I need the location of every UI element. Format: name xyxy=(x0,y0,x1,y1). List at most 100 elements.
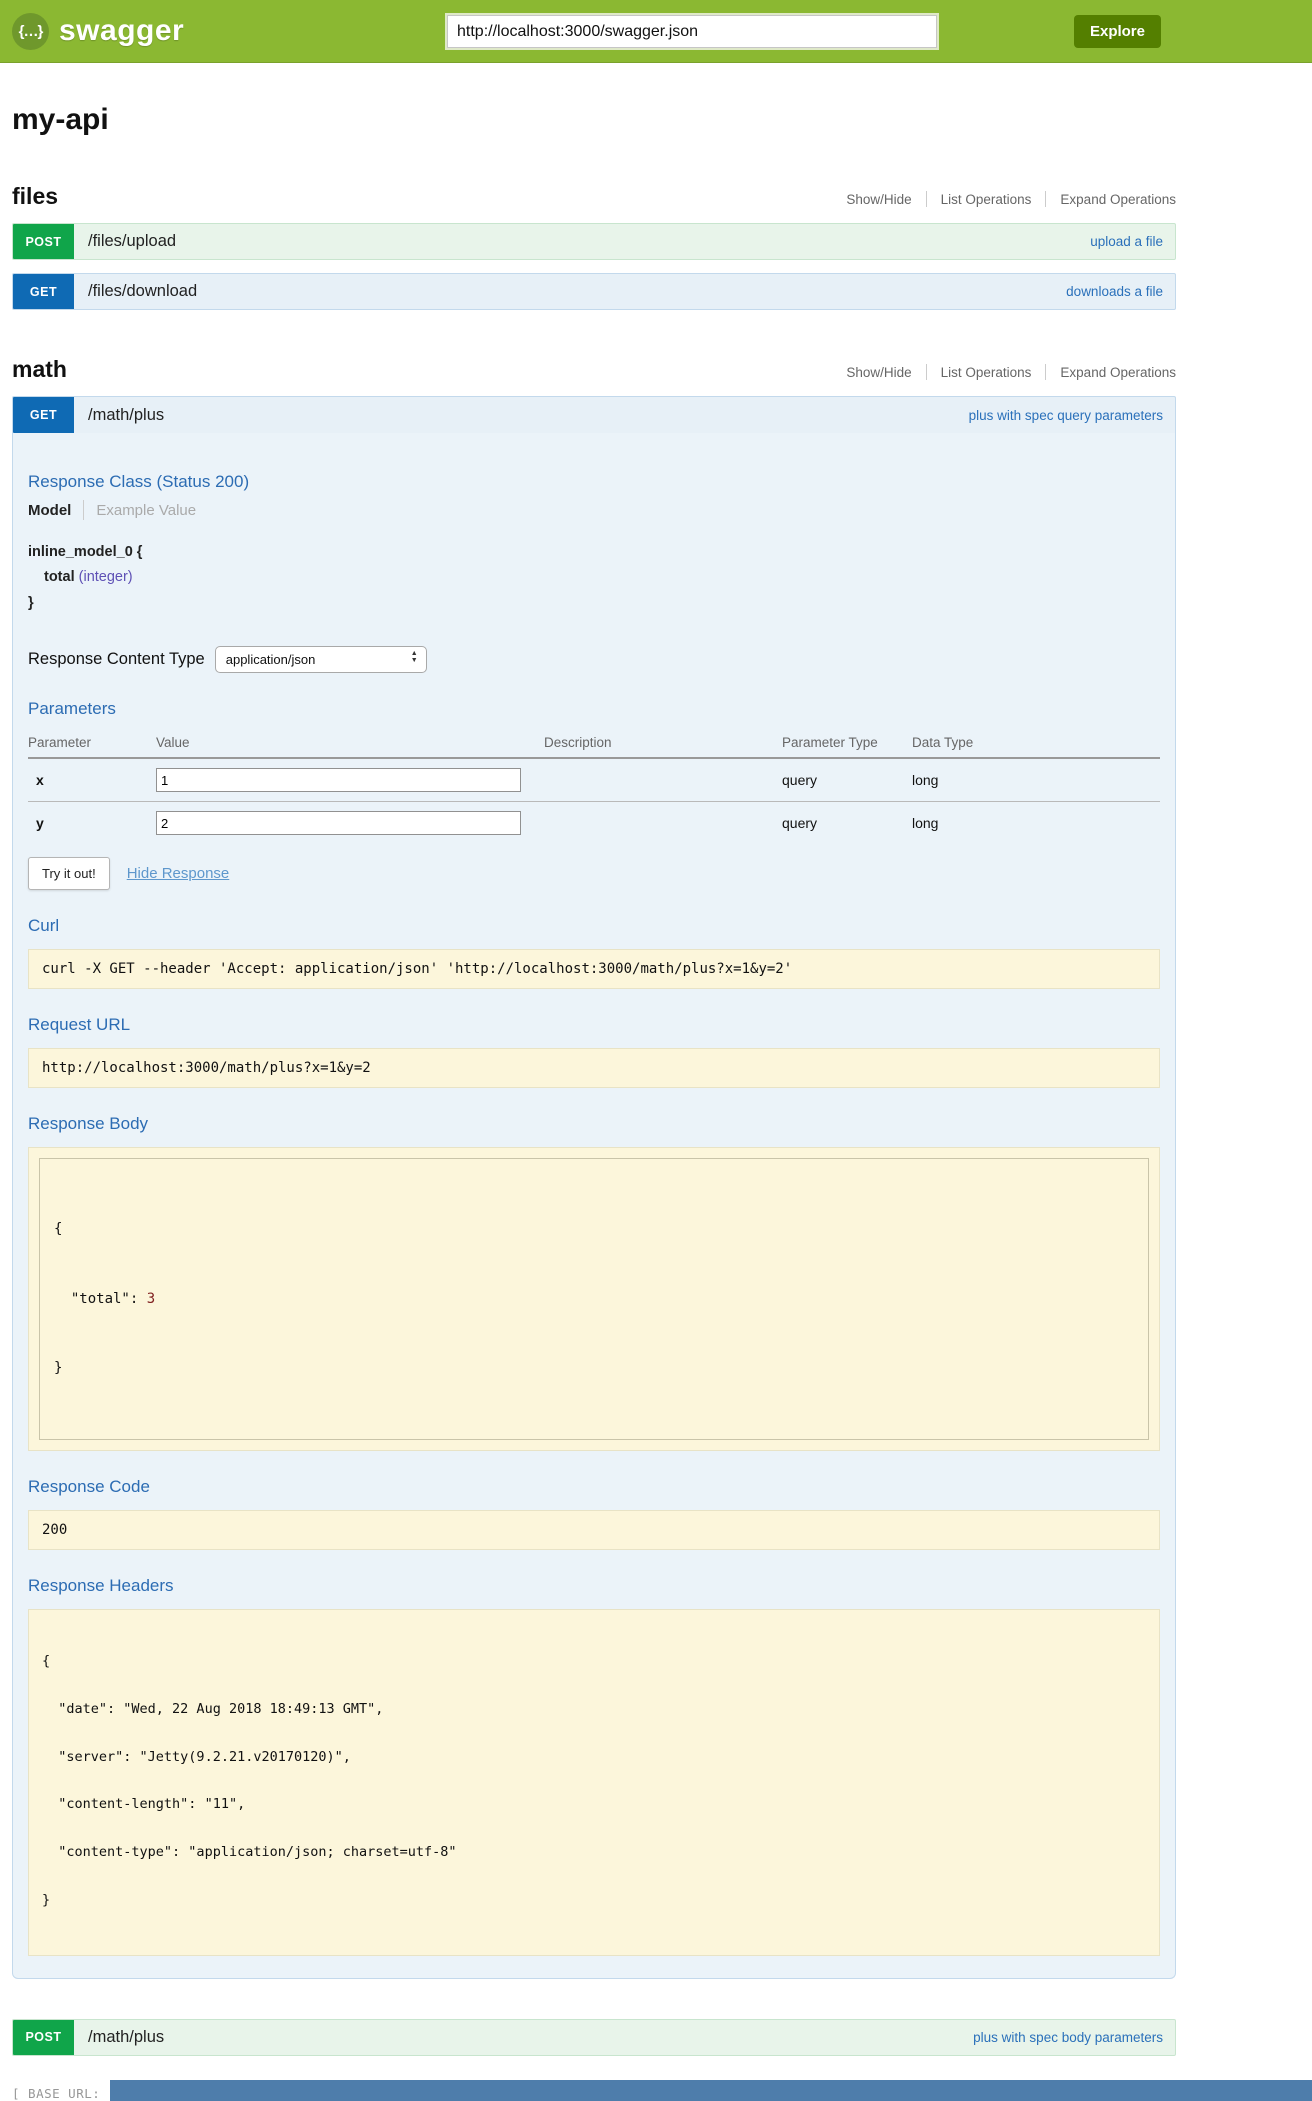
parameter-type: query xyxy=(782,772,818,789)
section-links-math: Show/Hide List Operations Expand Operati… xyxy=(832,364,1176,380)
section-header-math: math Show/Hide List Operations Expand Op… xyxy=(12,356,1176,383)
model-closing-brace: } xyxy=(28,594,34,611)
response-code-block: 200 xyxy=(28,1510,1160,1551)
select-arrows-icon: ▲ ▼ xyxy=(410,650,418,664)
response-body-json: { "total": 3 } xyxy=(39,1158,1149,1441)
parameter-description xyxy=(544,758,782,802)
operation-summary-link[interactable]: plus with spec body parameters xyxy=(973,2029,1163,2045)
response-headers-line: "server": "Jetty(9.2.21.v20170120)", xyxy=(42,1748,351,1765)
operation-summary-link[interactable]: plus with spec query parameters xyxy=(968,407,1163,423)
operation-post-math-plus[interactable]: POST /math/plus plus with spec body para… xyxy=(12,2018,1176,2056)
model-property-type: (integer) xyxy=(78,569,133,586)
request-url-block: http://localhost:3000/math/plus?x=1&y=2 xyxy=(28,1048,1160,1089)
tab-example-value[interactable]: Example Value xyxy=(96,501,197,519)
json-close-brace: } xyxy=(54,1359,63,1376)
method-badge-post: POST xyxy=(13,224,74,259)
operation-path[interactable]: /math/plus xyxy=(88,2027,165,2046)
col-header-parameter: Parameter xyxy=(28,729,156,760)
selected-content-type: application/json xyxy=(225,652,316,668)
spec-url-input[interactable] xyxy=(445,13,939,50)
bottom-partial-bar xyxy=(110,2079,1312,2101)
json-number-value: 3 xyxy=(146,1290,156,1307)
parameters-table: Parameter Value Description Parameter Ty… xyxy=(28,729,1160,845)
json-total-line: "total": 3 xyxy=(54,1288,1134,1311)
response-headers-line: { xyxy=(42,1653,51,1669)
explore-button[interactable]: Explore xyxy=(1073,15,1161,48)
response-content-type-row: Response Content Type application/json ▲… xyxy=(28,646,1160,674)
divider xyxy=(1045,191,1047,207)
expand-operations-link[interactable]: Expand Operations xyxy=(1060,364,1176,380)
operation-get-math-plus[interactable]: GET /math/plus plus with spec query para… xyxy=(12,396,1176,433)
response-content-type-label: Response Content Type xyxy=(28,650,205,669)
section-links-files: Show/Hide List Operations Expand Operati… xyxy=(832,191,1176,207)
operation-path[interactable]: /files/download xyxy=(88,282,198,300)
method-badge-get: GET xyxy=(13,274,74,309)
operation-post-files-upload[interactable]: POST /files/upload upload a file xyxy=(12,223,1176,260)
page-title: my-api xyxy=(12,103,109,136)
curl-title: Curl xyxy=(28,916,60,936)
col-header-description: Description xyxy=(544,729,782,760)
response-headers-line: "content-length": "11", xyxy=(42,1796,246,1813)
show-hide-link[interactable]: Show/Hide xyxy=(846,364,912,380)
request-url-title: Request URL xyxy=(28,1015,131,1035)
operation-summary-link[interactable]: upload a file xyxy=(1090,234,1163,249)
show-hide-link[interactable]: Show/Hide xyxy=(846,191,912,207)
operation-path[interactable]: /math/plus xyxy=(88,405,165,424)
model-declaration: inline_model_0 { xyxy=(28,544,143,560)
list-operations-link[interactable]: List Operations xyxy=(940,191,1032,207)
model-property: total (integer) xyxy=(28,565,1160,590)
swagger-logo[interactable]: {…} swagger xyxy=(12,12,185,50)
divider xyxy=(925,364,927,380)
curl-command-block: curl -X GET --header 'Accept: applicatio… xyxy=(28,949,1160,990)
response-headers-block: { "date": "Wed, 22 Aug 2018 18:49:13 GMT… xyxy=(28,1609,1160,1956)
main-container: my-api files Show/Hide List Operations E… xyxy=(12,103,1176,2101)
parameter-data-type: long xyxy=(912,801,1160,845)
parameters-header-row: Parameter Value Description Parameter Ty… xyxy=(28,729,1160,760)
header-bar: {…} swagger Explore xyxy=(0,0,1312,63)
response-headers-title: Response Headers xyxy=(28,1576,174,1596)
operation-detail-panel: Response Class (Status 200) Model Exampl… xyxy=(12,433,1176,1979)
response-class-tabs: Model Example Value xyxy=(28,500,1160,520)
parameter-y-input[interactable] xyxy=(156,811,521,836)
section-title-files: files xyxy=(12,183,59,209)
method-badge-post: POST xyxy=(13,2019,74,2055)
model-signature: inline_model_0 { total (integer) } xyxy=(28,540,1160,616)
parameter-data-type: long xyxy=(912,772,939,789)
swagger-braces-icon: {…} xyxy=(12,12,49,50)
list-operations-link[interactable]: List Operations xyxy=(940,364,1032,380)
try-it-out-button[interactable]: Try it out! xyxy=(28,857,110,891)
response-code-title: Response Code xyxy=(28,1477,150,1497)
parameter-type: query xyxy=(782,801,912,845)
tab-model[interactable]: Model xyxy=(28,501,72,519)
method-badge-get: GET xyxy=(13,397,74,433)
section-title-math: math xyxy=(12,356,67,382)
operation-summary-link[interactable]: downloads a file xyxy=(1066,284,1163,299)
section-header-files: files Show/Hide List Operations Expand O… xyxy=(12,183,1176,210)
response-headers-line: "date": "Wed, 22 Aug 2018 18:49:13 GMT", xyxy=(42,1700,384,1717)
response-headers-line: } xyxy=(42,1891,51,1908)
brand-title: swagger xyxy=(59,14,185,47)
response-class-title: Response Class (Status 200) xyxy=(28,472,250,491)
response-body-block: { "total": 3 } xyxy=(28,1147,1160,1452)
col-header-data-type: Data Type xyxy=(912,729,1160,760)
try-it-out-row: Try it out! Hide Response xyxy=(28,857,1160,891)
parameter-name: y xyxy=(28,801,156,845)
col-header-parameter-type: Parameter Type xyxy=(782,729,912,760)
parameter-x-input[interactable] xyxy=(156,768,521,793)
parameter-row-x: x query long xyxy=(28,758,1160,802)
col-header-value: Value xyxy=(156,729,544,760)
response-headers-line: "content-type": "application/json; chars… xyxy=(42,1844,457,1861)
json-open-brace: { xyxy=(54,1221,63,1238)
expand-operations-link[interactable]: Expand Operations xyxy=(1060,191,1176,207)
divider xyxy=(925,191,927,207)
response-content-type-select[interactable]: application/json ▲ ▼ xyxy=(214,646,427,674)
parameter-row-y: y query long xyxy=(28,801,1160,845)
hide-response-link[interactable]: Hide Response xyxy=(126,865,230,883)
divider xyxy=(1045,364,1047,380)
parameter-name: x xyxy=(36,772,44,789)
operation-get-files-download[interactable]: GET /files/download downloads a file xyxy=(12,273,1176,310)
parameters-title: Parameters xyxy=(28,699,116,719)
model-property-name: total xyxy=(44,569,75,586)
parameter-description xyxy=(544,801,782,845)
operation-path[interactable]: /files/upload xyxy=(88,232,177,250)
